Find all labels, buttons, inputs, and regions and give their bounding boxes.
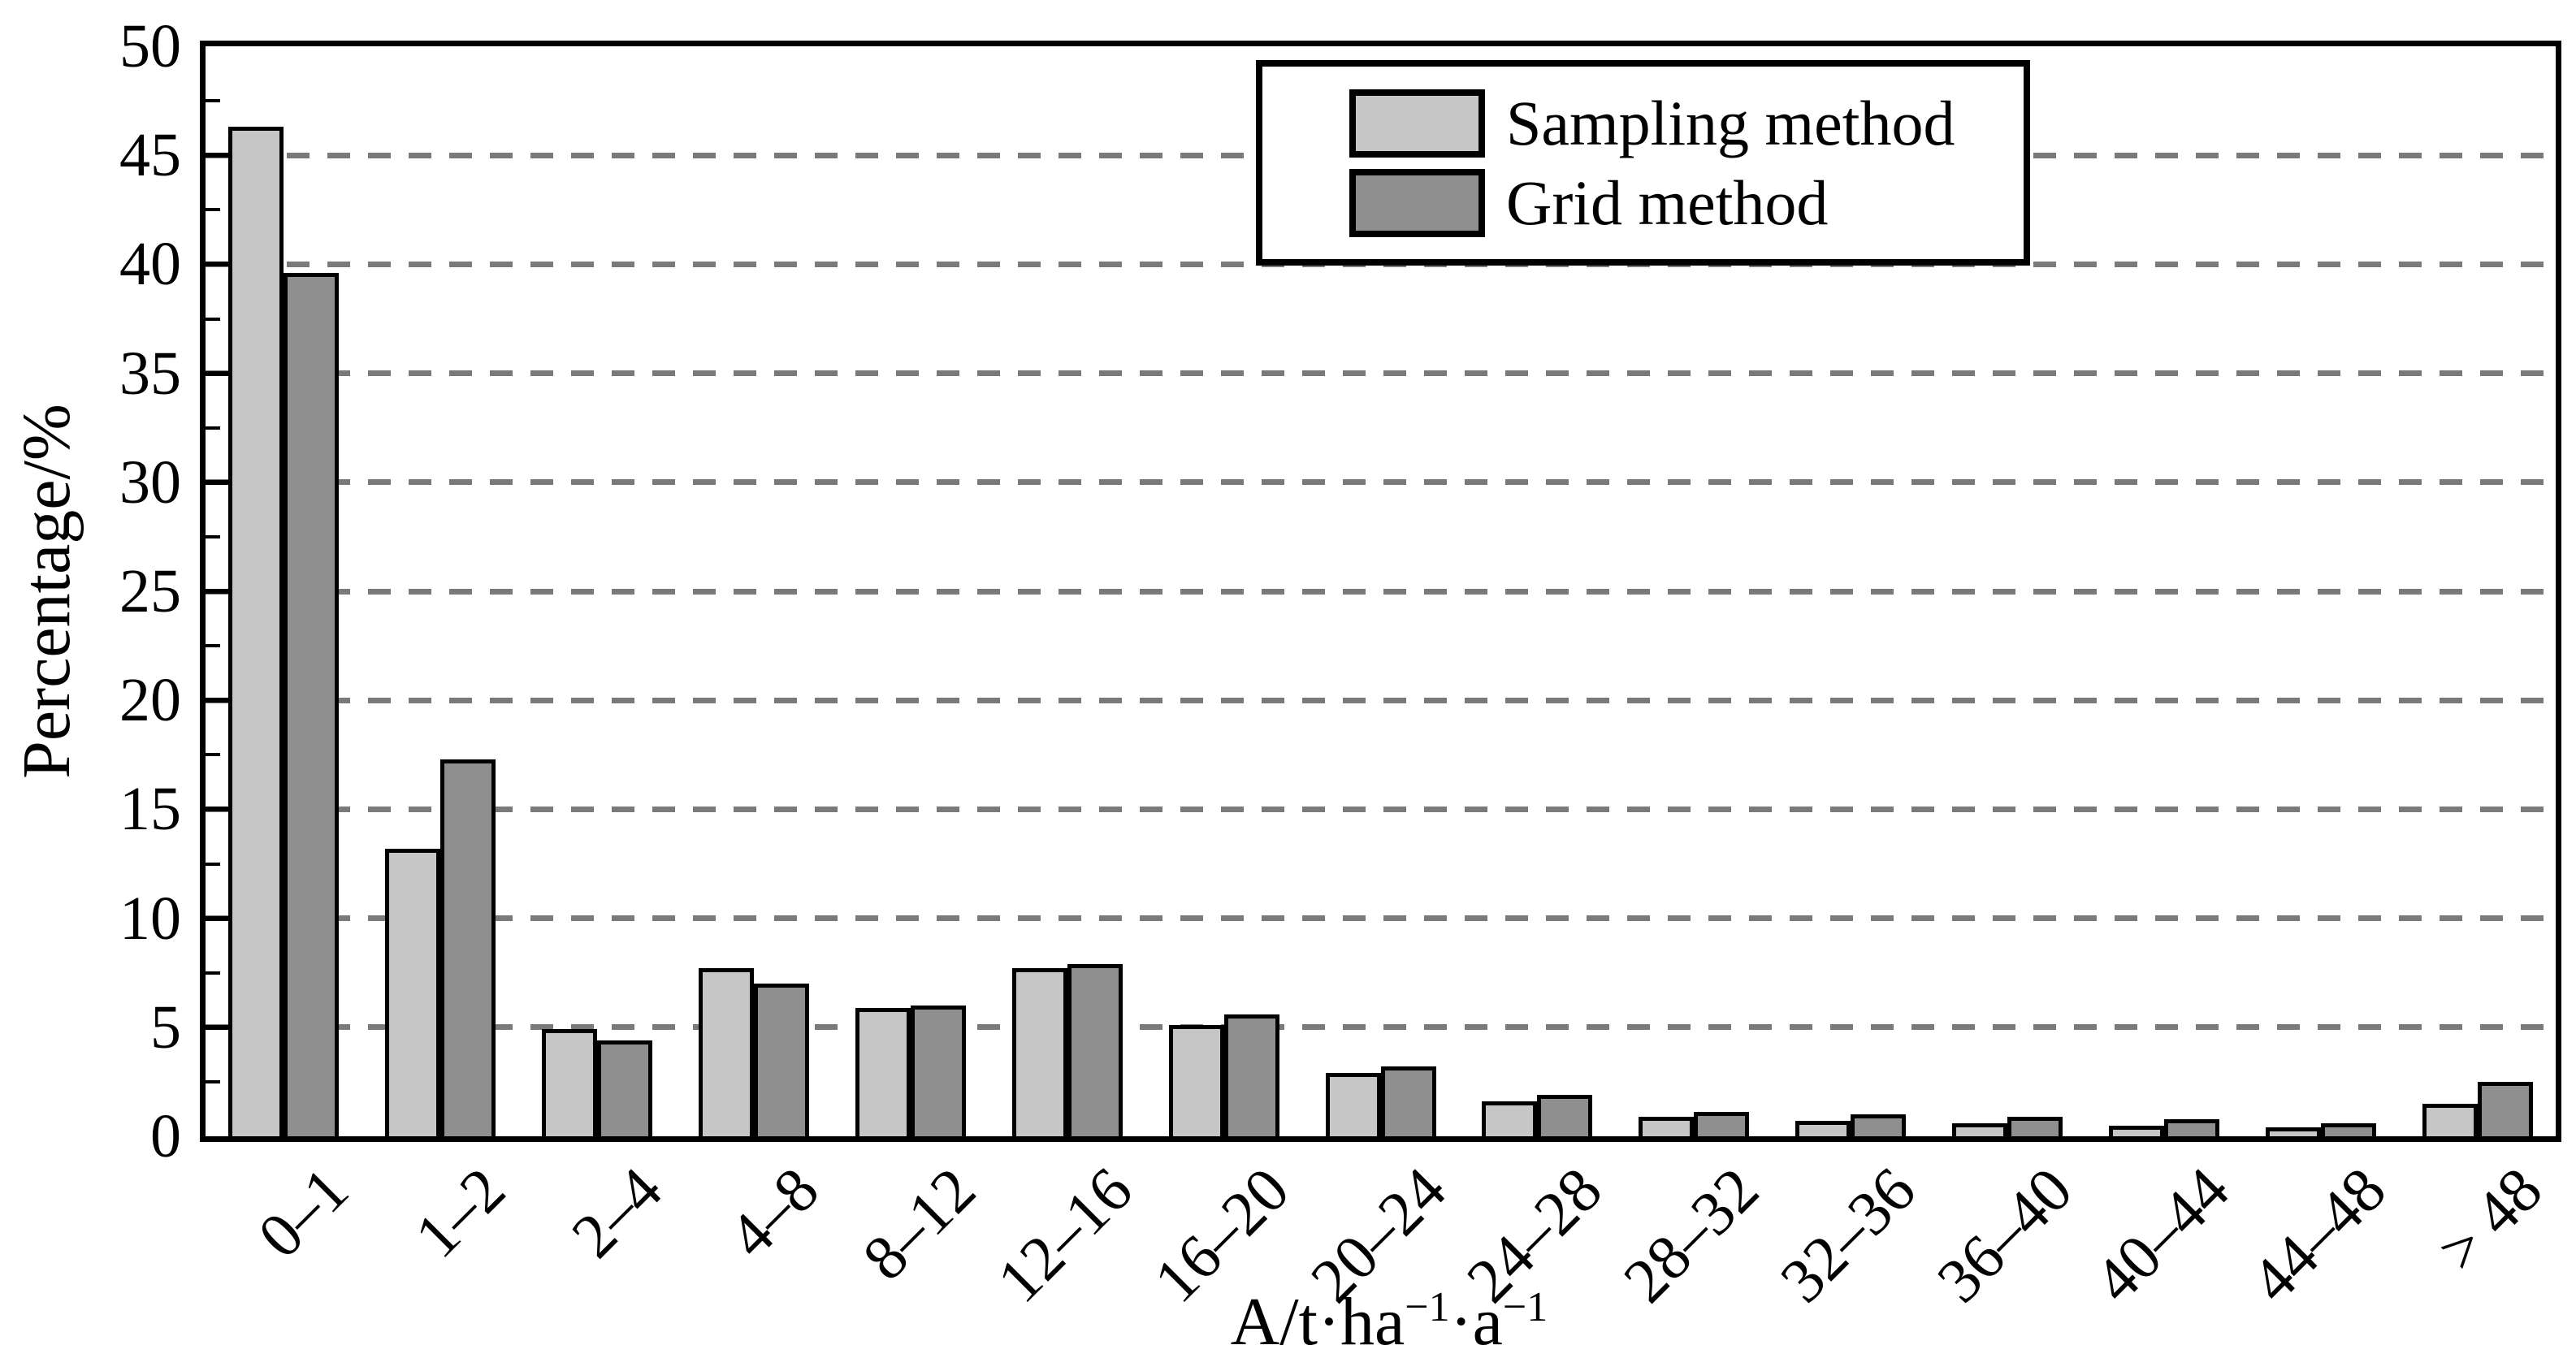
x-axis-title-sup1: −1 [1405,1284,1450,1330]
y-tick-label-0: 0 [150,1102,181,1170]
bar-grid-0 [284,273,340,1136]
bar-sampling-12 [2108,1125,2164,1136]
legend-item-grid: Grid method [1349,167,2024,238]
x-tick-label-5: 12–16 [983,1153,1145,1316]
gridline-15 [206,806,2556,812]
bar-sampling-13 [2265,1127,2321,1136]
gridline-5 [206,1024,2556,1031]
bar-sampling-9 [1639,1116,1695,1136]
y-major-tick-25 [206,589,230,594]
y-minor-tick-7.5 [206,971,220,975]
y-axis-title: Percentage/% [9,404,84,779]
bar-grid-12 [2163,1118,2219,1136]
y-minor-tick-17.5 [206,753,220,757]
bar-sampling-1 [385,848,441,1136]
bar-grid-2 [597,1040,653,1136]
y-major-tick-30 [206,479,230,485]
bar-grid-9 [1694,1112,1750,1136]
y-minor-tick-22.5 [206,644,220,648]
y-tick-label-15: 15 [119,775,181,844]
y-tick-label-20: 20 [119,666,181,735]
y-major-tick-45 [206,153,230,158]
bar-sampling-2 [542,1029,598,1136]
x-tick-label-0: 0–1 [245,1153,362,1271]
bar-sampling-7 [1325,1073,1381,1136]
legend-swatch-sampling [1349,89,1485,158]
y-major-tick-10 [206,915,230,921]
y-major-tick-40 [206,262,230,267]
y-minor-tick-27.5 [206,534,220,538]
bar-grid-14 [2477,1081,2533,1136]
bar-sampling-8 [1482,1101,1538,1136]
x-axis-title-base2: ·a [1449,1284,1503,1360]
x-tick-label-3: 4–8 [714,1153,833,1271]
x-tick-label-2: 2–4 [557,1153,676,1271]
bar-sampling-4 [855,1007,911,1136]
gridline-10 [206,915,2556,922]
x-tick-label-4: 8–12 [849,1153,989,1294]
bar-sampling-6 [1168,1025,1224,1136]
x-tick-label-9: 28–32 [1609,1153,1773,1316]
x-axis-title-sup2: −1 [1502,1284,1548,1330]
gridline-35 [206,370,2556,377]
y-tick-label-25: 25 [119,557,181,625]
bar-sampling-14 [2422,1103,2478,1136]
gridline-30 [206,479,2556,486]
x-tick-label-13: 44–48 [2236,1153,2399,1316]
y-tick-label-50: 50 [119,12,181,80]
y-minor-tick-42.5 [206,208,220,212]
y-minor-tick-2.5 [206,1079,220,1083]
bar-grid-13 [2320,1122,2376,1136]
y-minor-tick-12.5 [206,862,220,866]
bar-grid-4 [910,1005,966,1136]
legend-item-sampling: Sampling method [1349,89,2024,158]
y-tick-label-5: 5 [150,993,181,1062]
x-tick-label-14: > 48 [2423,1153,2556,1286]
bar-sampling-0 [228,127,284,1136]
bar-sampling-10 [1795,1121,1851,1136]
y-minor-tick-32.5 [206,426,220,430]
x-axis-title-base1: A/t·ha [1230,1284,1405,1360]
x-tick-label-11: 36–40 [1923,1153,2085,1316]
bar-sampling-3 [699,968,755,1136]
legend-label-sampling: Sampling method [1506,87,1955,158]
y-tick-label-45: 45 [119,121,181,190]
y-major-tick-35 [206,370,230,376]
y-minor-tick-37.5 [206,317,220,321]
bar-grid-11 [2007,1116,2063,1136]
bar-sampling-11 [1951,1122,2007,1136]
y-tick-label-35: 35 [119,339,181,408]
bar-grid-6 [1223,1014,1279,1136]
plot-inner [206,46,2556,1136]
bar-grid-10 [1851,1114,1907,1136]
x-axis-title: A/t·ha−1·a−1 [1231,1286,1548,1356]
x-tick-label-1: 1–2 [401,1153,519,1271]
y-tick-label-40: 40 [119,230,181,299]
y-major-tick-5 [206,1024,230,1030]
bar-grid-1 [440,759,496,1136]
y-major-tick-15 [206,807,230,812]
bar-grid-5 [1067,963,1123,1136]
bar-grid-8 [1537,1095,1593,1136]
y-tick-label-30: 30 [119,448,181,517]
y-minor-tick-47.5 [206,99,220,103]
bar-grid-3 [754,984,810,1136]
y-tick-label-10: 10 [119,884,181,953]
y-major-tick-20 [206,698,230,703]
gridline-20 [206,697,2556,703]
gridline-25 [206,588,2556,595]
legend-swatch-grid [1349,168,1485,237]
bar-grid-7 [1380,1066,1436,1136]
x-tick-label-10: 32–36 [1766,1153,1929,1316]
x-tick-label-12: 40–44 [2080,1153,2242,1316]
bar-sampling-5 [1011,968,1067,1136]
legend: Sampling method Grid method [1256,60,2030,266]
legend-label-grid: Grid method [1506,167,1829,238]
